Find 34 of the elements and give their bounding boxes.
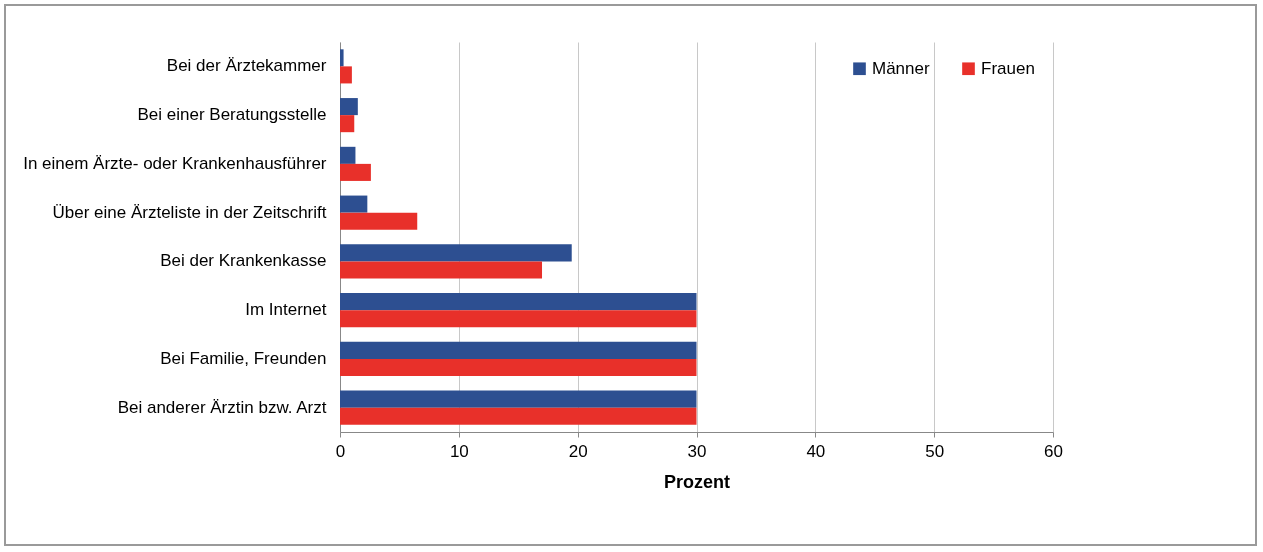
x-tick-label: 20 [568, 441, 588, 461]
bar [340, 115, 355, 133]
bar [340, 407, 697, 425]
bar [340, 49, 344, 67]
x-tick-label: 40 [806, 441, 826, 461]
y-tick-label: Im Internet [245, 300, 327, 320]
x-tick-label: 50 [925, 441, 945, 461]
bar [340, 293, 697, 311]
bar [340, 341, 697, 359]
bar [340, 66, 352, 84]
y-tick-label: Bei anderer Ärztin bzw. Arzt [117, 397, 327, 417]
bar [340, 195, 368, 213]
x-tick-label: 60 [1044, 441, 1063, 461]
bar [340, 310, 697, 328]
bar [340, 358, 697, 376]
x-axis-title: Prozent [663, 471, 731, 492]
bar [340, 163, 371, 181]
y-tick-label: Bei der Krankenkasse [160, 251, 327, 271]
y-tick-label: In einem Ärzte- oder Krankenhausführer [23, 153, 327, 173]
x-tick-label: 0 [335, 441, 346, 461]
x-tick-label: 30 [687, 441, 707, 461]
legend-label: Männer [872, 58, 930, 78]
y-tick-label: Bei einer Beratungsstelle [137, 105, 327, 125]
x-tick-label: 10 [449, 441, 469, 461]
y-tick-label: Über eine Ärzteliste in der Zeitschrift [52, 202, 327, 222]
y-tick-label: Bei Familie, Freunden [160, 348, 327, 368]
legend-label: Frauen [981, 58, 1035, 78]
bar [340, 390, 697, 408]
bar [340, 212, 418, 230]
bar [340, 146, 356, 164]
y-tick-label: Bei der Ärztekammer [166, 56, 327, 76]
bar [340, 98, 358, 116]
bar [340, 244, 572, 262]
bar [340, 261, 543, 279]
